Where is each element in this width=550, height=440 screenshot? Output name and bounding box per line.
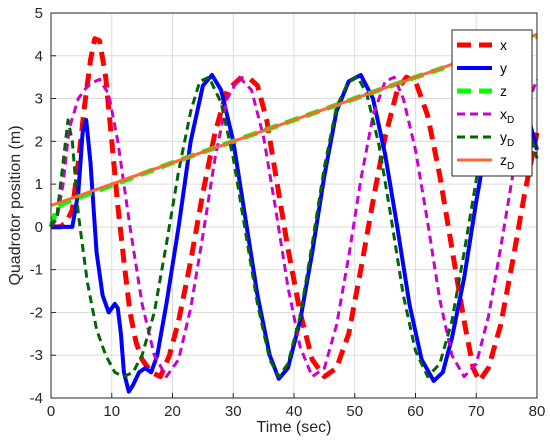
y-tick-label: 0: [35, 219, 43, 236]
x-tick-label: 80: [529, 403, 546, 420]
y-tick-label: 2: [35, 133, 43, 150]
y-tick-label: 4: [35, 48, 43, 65]
x-tick-label: 10: [103, 403, 120, 420]
y-tick-label: -3: [30, 347, 43, 364]
y-tick-label: 3: [35, 91, 43, 108]
x-tick-label: 0: [47, 403, 55, 420]
y-tick-label: 1: [35, 176, 43, 193]
series-line-yD: [49, 75, 539, 379]
y-tick-label: -4: [30, 390, 43, 407]
y-tick-label: -1: [30, 262, 43, 279]
legend-subscript: D: [507, 115, 514, 126]
series-line-x: [51, 36, 540, 384]
x-tick-label: 70: [468, 403, 485, 420]
x-axis-label: Time (sec): [257, 419, 332, 436]
y-tick-label: 5: [35, 5, 43, 22]
legend-subscript: D: [507, 161, 514, 172]
legend-box: [451, 29, 533, 177]
x-tick-label: 40: [286, 403, 303, 420]
series-line-y: [51, 73, 539, 394]
legend-label-y: y: [500, 60, 507, 76]
x-tick-label: 20: [164, 403, 181, 420]
x-tick-label: 30: [225, 403, 242, 420]
series-layer: [48, 32, 540, 394]
y-axis-label: Quadrotor position (m): [7, 125, 24, 285]
tick-labels: 0 10 20 30 40 50 60 70 80 -4 -3 -2 -1 0 1 2 3 4 5: [30, 5, 546, 420]
x-tick-label: 60: [407, 403, 424, 420]
legend-label-z: z: [500, 83, 507, 99]
legend-subscript: D: [507, 138, 514, 149]
legend-label-x: x: [500, 37, 507, 53]
x-tick-label: 50: [346, 403, 363, 420]
y-tick-label: -2: [30, 304, 43, 321]
